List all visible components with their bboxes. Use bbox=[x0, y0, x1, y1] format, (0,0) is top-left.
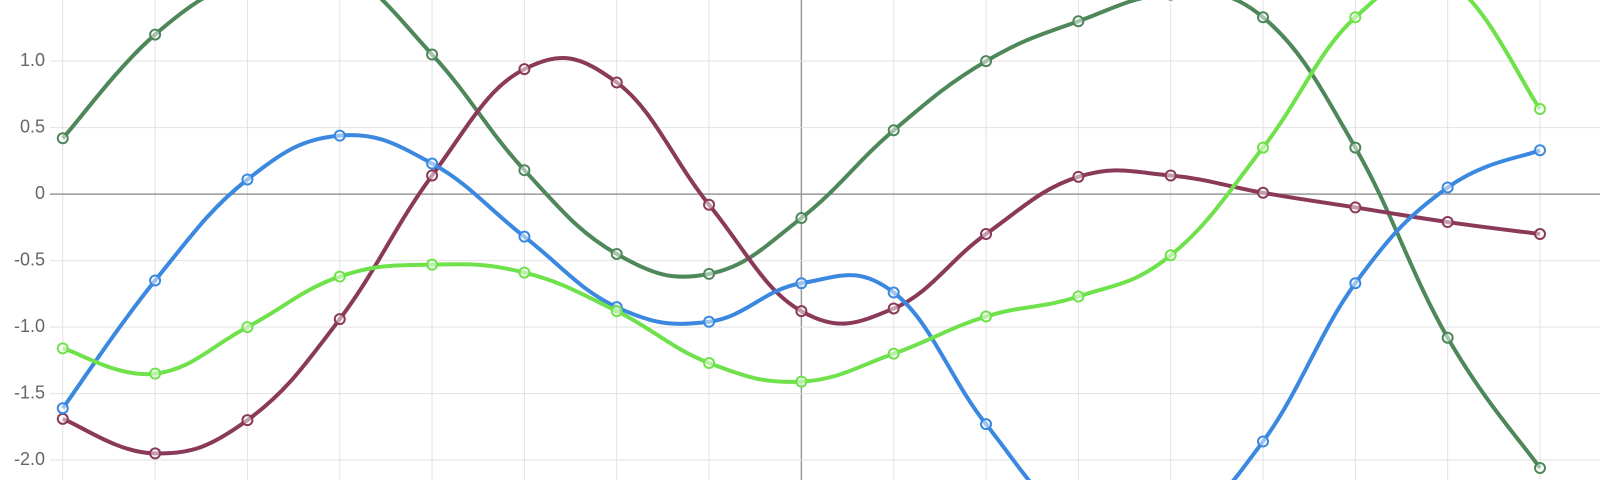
data-point bbox=[980, 228, 993, 241]
data-point bbox=[333, 313, 346, 326]
data-point bbox=[1257, 141, 1270, 154]
data-point bbox=[241, 173, 254, 186]
data-point bbox=[1072, 170, 1085, 183]
data-point bbox=[1533, 144, 1546, 157]
data-point bbox=[980, 418, 993, 431]
data-point bbox=[887, 302, 900, 315]
data-point bbox=[610, 305, 623, 318]
y-tick-label: -1.0 bbox=[14, 316, 45, 336]
y-tick-label: -2.0 bbox=[14, 449, 45, 469]
data-point bbox=[56, 402, 69, 415]
data-point bbox=[887, 286, 900, 299]
data-point bbox=[426, 48, 439, 61]
data-point bbox=[1072, 290, 1085, 303]
data-point bbox=[241, 321, 254, 334]
y-tick-label: 0.5 bbox=[20, 116, 45, 136]
data-point bbox=[56, 342, 69, 355]
data-point bbox=[1533, 228, 1546, 241]
data-point bbox=[795, 212, 808, 225]
data-point bbox=[518, 63, 531, 76]
data-point bbox=[1441, 331, 1454, 344]
data-point bbox=[241, 414, 254, 427]
data-point bbox=[703, 267, 716, 280]
y-tick-label: -1.5 bbox=[14, 382, 45, 402]
data-point bbox=[1533, 103, 1546, 116]
data-point bbox=[980, 55, 993, 68]
data-point bbox=[56, 132, 69, 145]
data-point bbox=[518, 164, 531, 177]
data-point bbox=[518, 266, 531, 279]
data-point bbox=[333, 270, 346, 283]
data-point bbox=[149, 367, 162, 380]
data-point bbox=[795, 277, 808, 290]
series-line bbox=[61, 0, 1542, 470]
data-point bbox=[426, 169, 439, 182]
data-point bbox=[518, 230, 531, 243]
data-point bbox=[1349, 277, 1362, 290]
series-line bbox=[62, 0, 1542, 384]
data-point bbox=[703, 198, 716, 211]
data-point bbox=[1257, 11, 1270, 24]
y-tick-label: 1.0 bbox=[20, 50, 45, 70]
series-line bbox=[61, 133, 1541, 480]
data-point bbox=[1257, 186, 1270, 199]
data-point bbox=[703, 356, 716, 369]
data-point bbox=[1072, 15, 1085, 28]
data-point bbox=[1533, 462, 1546, 475]
data-point bbox=[149, 28, 162, 41]
data-point bbox=[887, 347, 900, 360]
data-point bbox=[426, 157, 439, 170]
data-point bbox=[1257, 435, 1270, 448]
data-point bbox=[333, 129, 346, 142]
data-point bbox=[56, 412, 69, 425]
data-point bbox=[795, 375, 808, 388]
y-tick-label: 1.5 bbox=[20, 0, 45, 3]
data-point bbox=[1349, 201, 1362, 214]
data-point bbox=[795, 305, 808, 318]
data-point bbox=[610, 247, 623, 260]
data-point bbox=[1349, 141, 1362, 154]
data-point bbox=[1164, 249, 1177, 262]
data-point bbox=[1441, 181, 1454, 194]
data-point bbox=[1441, 216, 1454, 229]
data-point bbox=[149, 447, 162, 460]
data-point bbox=[980, 310, 993, 323]
data-point bbox=[149, 274, 162, 287]
data-point bbox=[610, 76, 623, 89]
data-point bbox=[1164, 169, 1177, 182]
y-tick-label: 0 bbox=[35, 183, 45, 203]
y-tick-label: -0.5 bbox=[14, 249, 45, 269]
data-point bbox=[887, 124, 900, 137]
data-point bbox=[426, 258, 439, 271]
data-point bbox=[703, 315, 716, 328]
data-point bbox=[1349, 11, 1362, 24]
